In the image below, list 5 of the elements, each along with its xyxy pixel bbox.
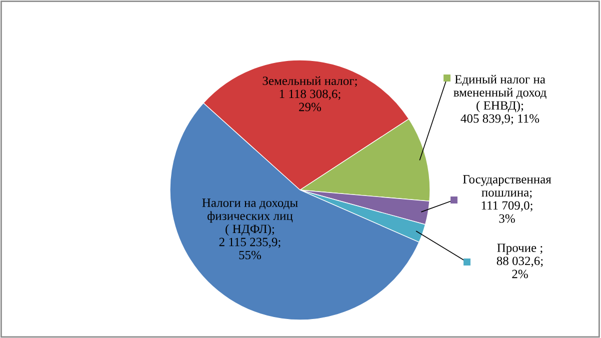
slice-label: Налоги на доходы физических лиц ( НДФЛ); 2 115 235,9; 55% xyxy=(202,198,298,260)
legend-label: Государственная пошлина; 111 709,0; 3% xyxy=(462,175,552,223)
legend-label: Единый налог на вмененный доход ( ЕНВД); 405 839,9; 11% xyxy=(454,74,546,125)
slice-label: Земельный налог; 1 118 308,6; 29% xyxy=(262,76,357,112)
legend-label: Прочие ; 88 032,6; 2% xyxy=(496,244,543,278)
